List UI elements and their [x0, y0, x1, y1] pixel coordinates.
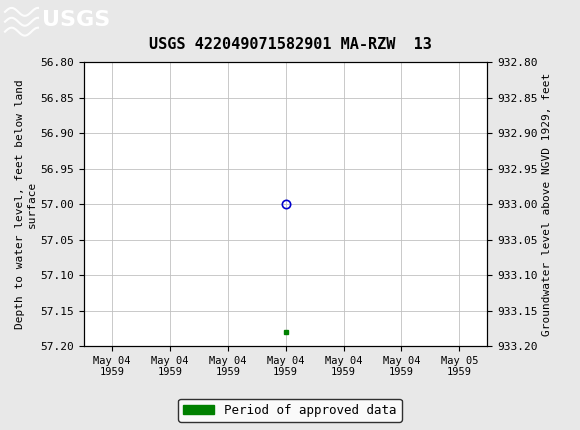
Text: USGS 422049071582901 MA-RZW  13: USGS 422049071582901 MA-RZW 13 — [148, 37, 432, 52]
Y-axis label: Depth to water level, feet below land
surface: Depth to water level, feet below land su… — [15, 80, 37, 329]
Legend: Period of approved data: Period of approved data — [178, 399, 402, 421]
Y-axis label: Groundwater level above NGVD 1929, feet: Groundwater level above NGVD 1929, feet — [542, 73, 552, 336]
Text: USGS: USGS — [42, 10, 110, 30]
